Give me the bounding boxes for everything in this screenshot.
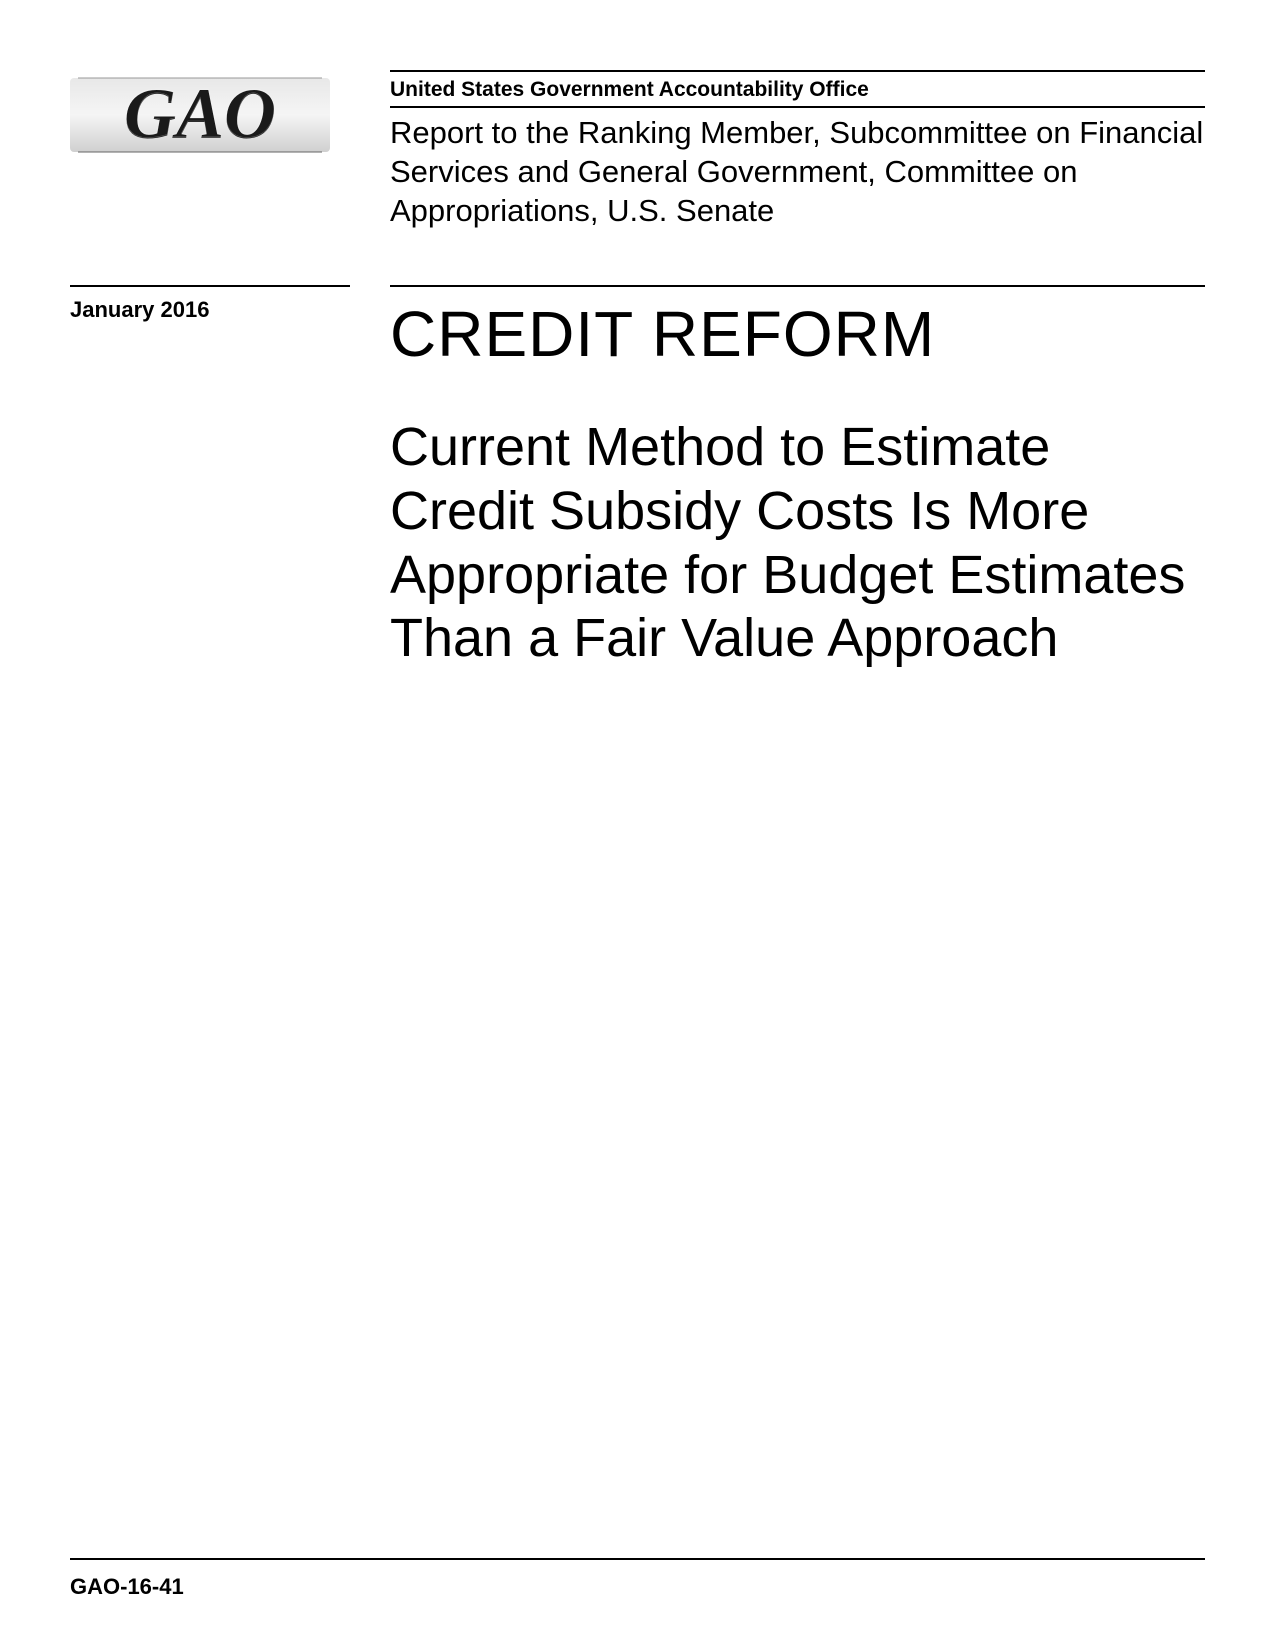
header-text-column: United States Government Accountability … bbox=[390, 70, 1205, 230]
report-main-title: CREDIT REFORM bbox=[390, 297, 1205, 371]
page-content: GAO GAO United States Government Account… bbox=[70, 60, 1205, 1600]
title-section: January 2016 CREDIT REFORM Current Metho… bbox=[70, 285, 1205, 671]
agency-name: United States Government Accountability … bbox=[390, 78, 1205, 102]
gao-logo-icon: GAO GAO bbox=[70, 70, 330, 160]
date-column: January 2016 bbox=[70, 285, 350, 323]
title-rule bbox=[390, 285, 1205, 287]
date-rule bbox=[70, 285, 350, 287]
svg-text:GAO: GAO bbox=[124, 73, 276, 153]
report-subtitle: Current Method to Estimate Credit Subsid… bbox=[390, 416, 1205, 671]
recipient-rule bbox=[390, 106, 1205, 108]
report-number: GAO-16-41 bbox=[70, 1574, 1205, 1600]
header-section: GAO GAO United States Government Account… bbox=[70, 70, 1205, 230]
report-recipient: Report to the Ranking Member, Subcommitt… bbox=[390, 114, 1205, 230]
footer-section: GAO-16-41 bbox=[70, 1558, 1205, 1600]
logo-column: GAO GAO bbox=[70, 70, 350, 160]
footer-rule bbox=[70, 1558, 1205, 1560]
title-column: CREDIT REFORM Current Method to Estimate… bbox=[390, 285, 1205, 671]
report-date: January 2016 bbox=[70, 297, 350, 323]
top-rule bbox=[390, 70, 1205, 72]
